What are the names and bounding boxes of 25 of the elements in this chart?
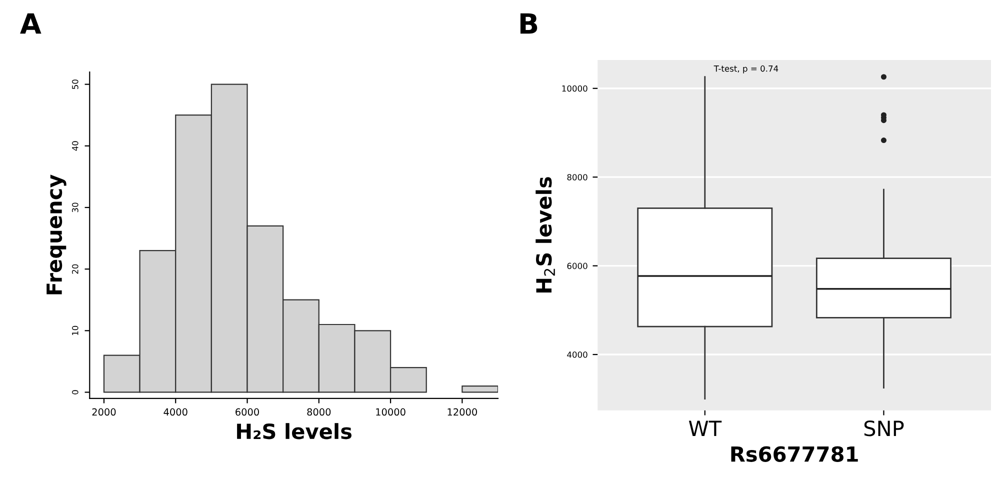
x-tick-label: 12000: [448, 408, 477, 416]
y-tick-label: 50: [72, 80, 78, 89]
x-tick-label: 6000: [236, 408, 259, 416]
x-tick-label: 10000: [376, 408, 406, 416]
chart-title: A: [20, 13, 42, 34]
x-tick-label: 2000: [92, 408, 116, 416]
chart-title: B: [520, 13, 538, 34]
y-tick-label: 20: [72, 264, 78, 274]
annotation: T-test, p = 0.74: [714, 65, 778, 74]
y-tick-label: 10000: [562, 85, 588, 92]
y-tick-label: 40: [72, 141, 78, 151]
y-axis-title: Frequency: [46, 174, 66, 294]
y-tick-label: 4000: [567, 351, 588, 358]
y-tick-label: 30: [72, 202, 78, 212]
y-tick-label: 6000: [567, 262, 588, 270]
x-tick-label: SNP: [864, 420, 904, 436]
x-axis-title: H₂S levels: [237, 423, 352, 440]
x-tick-label: 4000: [164, 408, 188, 416]
y-tick-label: 10: [72, 326, 78, 336]
y-tick-label: 0: [72, 390, 78, 394]
x-tick-label: WT: [688, 420, 722, 436]
x-axis-title: Rs6677781: [731, 446, 858, 462]
x-tick-label: 8000: [307, 408, 331, 416]
y-axis-title: H$_{2}$S levels: [536, 177, 555, 292]
y-tick-label: 8000: [567, 174, 588, 180]
